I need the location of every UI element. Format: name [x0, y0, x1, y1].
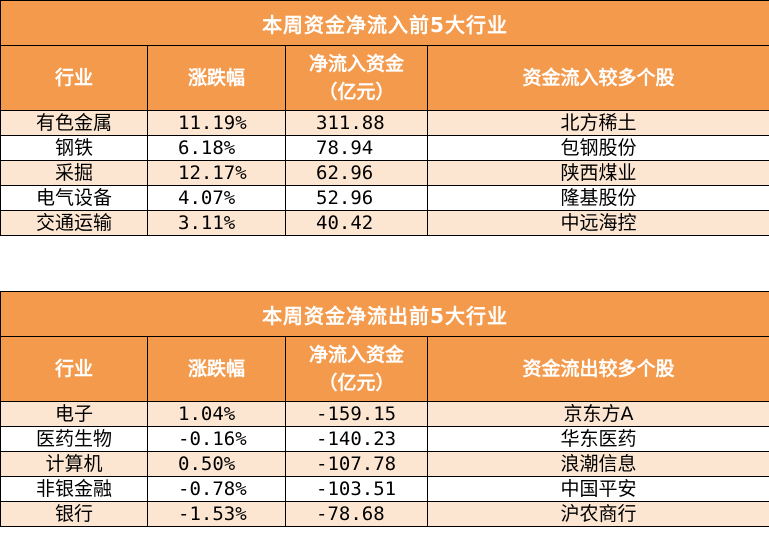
- industry-cell: 计算机: [0, 451, 148, 477]
- header-stocks: 资金流出较多个股: [426, 336, 769, 402]
- stock-cell: 包钢股份: [426, 135, 769, 161]
- table-row: 非银金融 -0.78% -103.51 中国平安: [0, 476, 769, 502]
- net-flow-cell: 52.96: [285, 185, 428, 211]
- net-flow-cell: 311.88: [285, 110, 428, 136]
- industry-cell: 银行: [0, 501, 148, 527]
- inflow-table-title: 本周资金净流入前5大行业: [0, 0, 769, 46]
- net-flow-cell: 78.94: [285, 135, 428, 161]
- stock-cell: 北方稀土: [426, 110, 769, 136]
- net-flow-cell: -107.78: [285, 451, 428, 477]
- stock-cell: 京东方A: [426, 401, 769, 427]
- change-cell: 6.18%: [147, 135, 286, 161]
- stock-cell: 沪农商行: [426, 501, 769, 527]
- table-row: 银行 -1.53% -78.68 沪农商行: [0, 501, 769, 527]
- change-cell: 11.19%: [147, 110, 286, 136]
- header-net-flow: 净流入资金 （亿元）: [285, 336, 428, 402]
- net-flow-cell: -78.68: [285, 501, 428, 527]
- change-cell: 12.17%: [147, 160, 286, 186]
- table-row: 电气设备 4.07% 52.96 隆基股份: [0, 185, 769, 211]
- net-flow-cell: -103.51: [285, 476, 428, 502]
- industry-cell: 医药生物: [0, 426, 148, 452]
- header-change: 涨跌幅: [147, 45, 286, 111]
- industry-cell: 钢铁: [0, 135, 148, 161]
- net-flow-cell: -140.23: [285, 426, 428, 452]
- industry-cell: 非银金融: [0, 476, 148, 502]
- table-row: 医药生物 -0.16% -140.23 华东医药: [0, 426, 769, 452]
- stock-cell: 隆基股份: [426, 185, 769, 211]
- industry-cell: 采掘: [0, 160, 148, 186]
- industry-cell: 电子: [0, 401, 148, 427]
- change-cell: 1.04%: [147, 401, 286, 427]
- header-stocks: 资金流入较多个股: [426, 45, 769, 111]
- table-row: 采掘 12.17% 62.96 陕西煤业: [0, 160, 769, 186]
- stock-cell: 浪潮信息: [426, 451, 769, 477]
- header-change: 涨跌幅: [147, 336, 286, 402]
- header-net-flow: 净流入资金 （亿元）: [285, 45, 428, 111]
- industry-cell: 有色金属: [0, 110, 148, 136]
- table-row: 计算机 0.50% -107.78 浪潮信息: [0, 451, 769, 477]
- table-row: 电子 1.04% -159.15 京东方A: [0, 401, 769, 427]
- change-cell: -1.53%: [147, 501, 286, 527]
- change-cell: -0.78%: [147, 476, 286, 502]
- outflow-table-title: 本周资金净流出前5大行业: [0, 291, 769, 337]
- net-flow-cell: -159.15: [285, 401, 428, 427]
- outflow-table: 本周资金净流出前5大行业 行业 涨跌幅 净流入资金 （亿元） 资金流出较多个股 …: [0, 291, 769, 527]
- stock-cell: 中远海控: [426, 210, 769, 236]
- change-cell: -0.16%: [147, 426, 286, 452]
- table-row: 交通运输 3.11% 40.42 中远海控: [0, 210, 769, 236]
- stock-cell: 陕西煤业: [426, 160, 769, 186]
- industry-cell: 交通运输: [0, 210, 148, 236]
- header-industry: 行业: [0, 336, 148, 402]
- change-cell: 4.07%: [147, 185, 286, 211]
- table-row: 钢铁 6.18% 78.94 包钢股份: [0, 135, 769, 161]
- header-industry: 行业: [0, 45, 148, 111]
- change-cell: 3.11%: [147, 210, 286, 236]
- net-flow-cell: 40.42: [285, 210, 428, 236]
- stock-cell: 中国平安: [426, 476, 769, 502]
- net-flow-cell: 62.96: [285, 160, 428, 186]
- industry-cell: 电气设备: [0, 185, 148, 211]
- table-row: 有色金属 11.19% 311.88 北方稀土: [0, 110, 769, 136]
- stock-cell: 华东医药: [426, 426, 769, 452]
- inflow-table: 本周资金净流入前5大行业 行业 涨跌幅 净流入资金 （亿元） 资金流入较多个股 …: [0, 0, 769, 236]
- change-cell: 0.50%: [147, 451, 286, 477]
